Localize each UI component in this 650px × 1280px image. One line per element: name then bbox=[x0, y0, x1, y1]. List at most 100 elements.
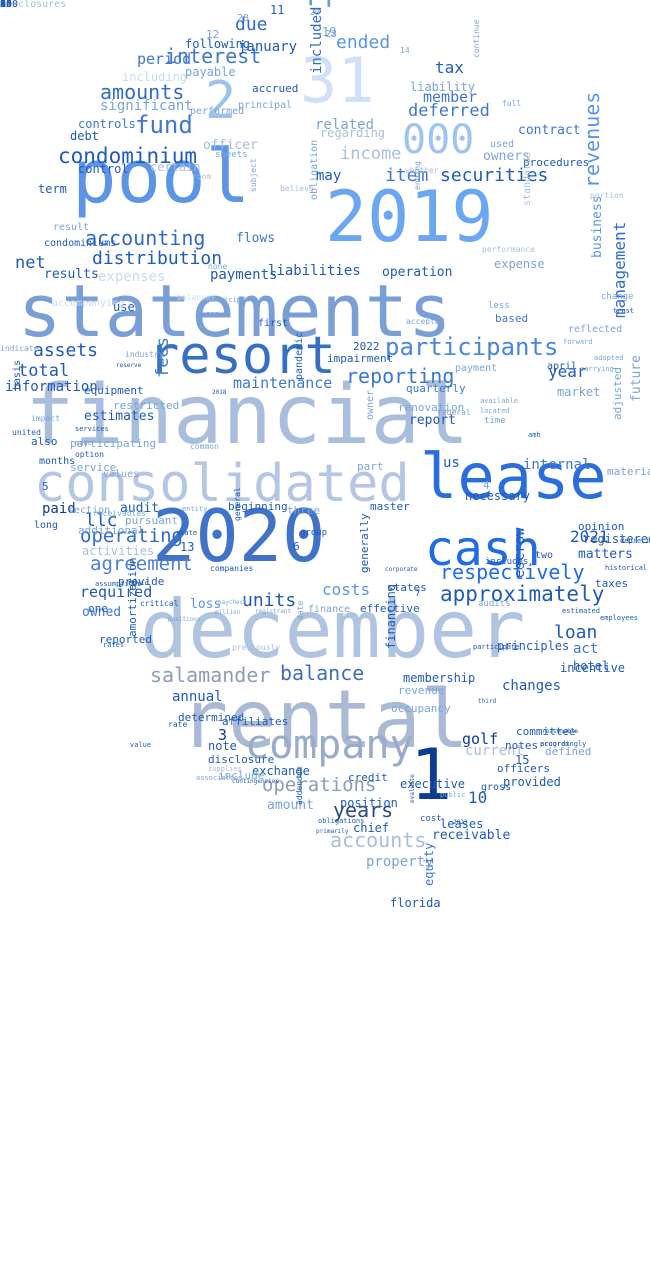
cloud-word: trust bbox=[613, 307, 635, 315]
cloud-word: loss bbox=[190, 597, 222, 612]
cloud-word: costs bbox=[322, 580, 371, 599]
cloud-word: llc bbox=[85, 510, 118, 531]
cloud-word: agreement bbox=[90, 553, 193, 575]
cloud-word: interest bbox=[165, 44, 262, 68]
cloud-word: information bbox=[5, 379, 98, 395]
cloud-word: taxes bbox=[595, 577, 629, 590]
cloud-word: companies bbox=[210, 564, 254, 573]
cloud-word: business bbox=[590, 195, 605, 258]
cloud-word: addendum bbox=[295, 766, 304, 805]
cloud-word: january bbox=[238, 39, 298, 55]
cloud-word: 14 bbox=[400, 46, 410, 55]
cloud-word: primarily bbox=[316, 828, 349, 835]
cloud-word: rate bbox=[168, 720, 188, 729]
cloud-word: balance bbox=[280, 661, 365, 685]
cloud-word: audits bbox=[478, 599, 511, 609]
cloud-word: occupancy bbox=[391, 702, 451, 715]
cloud-word: 20 bbox=[310, 8, 320, 17]
cloud-word: 23 bbox=[325, 29, 338, 40]
cloud-word: receivable bbox=[432, 828, 511, 843]
cloud-word: hotel bbox=[573, 659, 610, 673]
cloud-word: officer bbox=[203, 138, 258, 153]
cloud-word: rates bbox=[103, 641, 125, 649]
cloud-word: one bbox=[88, 602, 108, 615]
cloud-word: 2019 bbox=[325, 176, 494, 258]
cloud-word: 4 bbox=[483, 479, 490, 492]
cloud-word: opinion bbox=[578, 520, 625, 533]
cloud-word: evaluate bbox=[409, 774, 416, 803]
cloud-word: years bbox=[333, 798, 394, 822]
cloud-word: 12 bbox=[206, 28, 220, 41]
cloud-word: reasonable bbox=[542, 728, 579, 735]
cloud-word: 45 bbox=[0, 0, 13, 10]
cloud-word: act bbox=[573, 641, 599, 657]
cloud-word: registered bbox=[583, 532, 650, 546]
cloud-word: entity bbox=[182, 505, 208, 513]
cloud-word: operation bbox=[382, 265, 453, 280]
cloud-word: activities bbox=[82, 544, 155, 558]
cloud-word: credit bbox=[348, 771, 388, 784]
cloud-word: regarding bbox=[320, 126, 386, 140]
cloud-word: general bbox=[233, 487, 242, 521]
cloud-word: liability bbox=[410, 80, 476, 94]
cloud-word: required bbox=[80, 583, 153, 601]
cloud-word: obligation bbox=[309, 139, 320, 200]
cloud-word: expense bbox=[494, 257, 545, 271]
cloud-word: disclosures bbox=[0, 0, 67, 10]
cloud-word: standards bbox=[522, 151, 533, 206]
cloud-word: distribution bbox=[92, 248, 223, 269]
cloud-word: 31 bbox=[300, 44, 375, 117]
cloud-word: values bbox=[103, 469, 140, 480]
cloud-word: previously bbox=[232, 643, 281, 652]
cloud-word: condominium bbox=[58, 144, 198, 168]
cloud-word: florida bbox=[390, 896, 441, 910]
cloud-word: result bbox=[53, 222, 90, 233]
cloud-word: future bbox=[629, 355, 644, 402]
cloud-word: 6 bbox=[293, 540, 300, 553]
cloud-word: controls bbox=[78, 117, 136, 131]
cloud-word: affiliates bbox=[222, 715, 289, 728]
cloud-word: renovation bbox=[398, 401, 465, 414]
cloud-word: include bbox=[218, 769, 265, 782]
cloud-word: audit bbox=[120, 501, 160, 516]
cloud-word: respectively bbox=[440, 560, 585, 584]
cloud-word: two bbox=[535, 550, 554, 561]
cloud-word: assumptions bbox=[95, 580, 142, 588]
cloud-word: quarterly bbox=[406, 382, 466, 395]
cloud-word: deferred bbox=[408, 101, 490, 121]
cloud-word: procedures bbox=[523, 156, 590, 169]
cloud-word: 500 bbox=[0, 0, 19, 10]
cloud-word: operations bbox=[262, 774, 377, 796]
cloud-word: assets bbox=[33, 340, 99, 361]
cloud-word: significant bbox=[100, 98, 193, 114]
cloud-word: year bbox=[548, 362, 587, 381]
cloud-word: registrant bbox=[255, 608, 292, 615]
cloud-word: basis bbox=[12, 359, 23, 390]
cloud-word: impairment bbox=[327, 352, 394, 365]
cloud-word: common bbox=[190, 442, 219, 451]
cloud-word: certain bbox=[150, 160, 201, 174]
cloud-word: 2022 bbox=[353, 340, 380, 353]
cloud-word: leases bbox=[440, 817, 484, 831]
cloud-word: 2020 bbox=[152, 494, 326, 578]
cloud-word: corporate bbox=[385, 566, 418, 573]
cloud-word: estimated bbox=[562, 607, 600, 615]
cloud-word: material bbox=[607, 465, 650, 478]
cloud-word: due bbox=[235, 14, 268, 35]
cloud-word: determined bbox=[178, 711, 245, 724]
cloud-word: accompanying bbox=[52, 298, 125, 309]
cloud-word: 25 bbox=[0, 0, 13, 10]
cloud-word: 34 bbox=[0, 0, 13, 10]
cloud-word: reserve bbox=[116, 362, 142, 369]
cloud-word: see bbox=[206, 310, 219, 318]
cloud-word: paycheck bbox=[218, 599, 247, 606]
cloud-word: time bbox=[484, 416, 506, 426]
cloud-word: lease bbox=[420, 440, 607, 513]
cloud-word: us bbox=[443, 455, 460, 471]
cloud-word: ended bbox=[336, 32, 391, 53]
cloud-word: master bbox=[370, 500, 410, 513]
cloud-word: 1 bbox=[410, 734, 453, 816]
cloud-word: amh bbox=[528, 431, 541, 439]
cloud-word: including bbox=[122, 70, 188, 84]
cloud-word: finance bbox=[308, 604, 351, 615]
